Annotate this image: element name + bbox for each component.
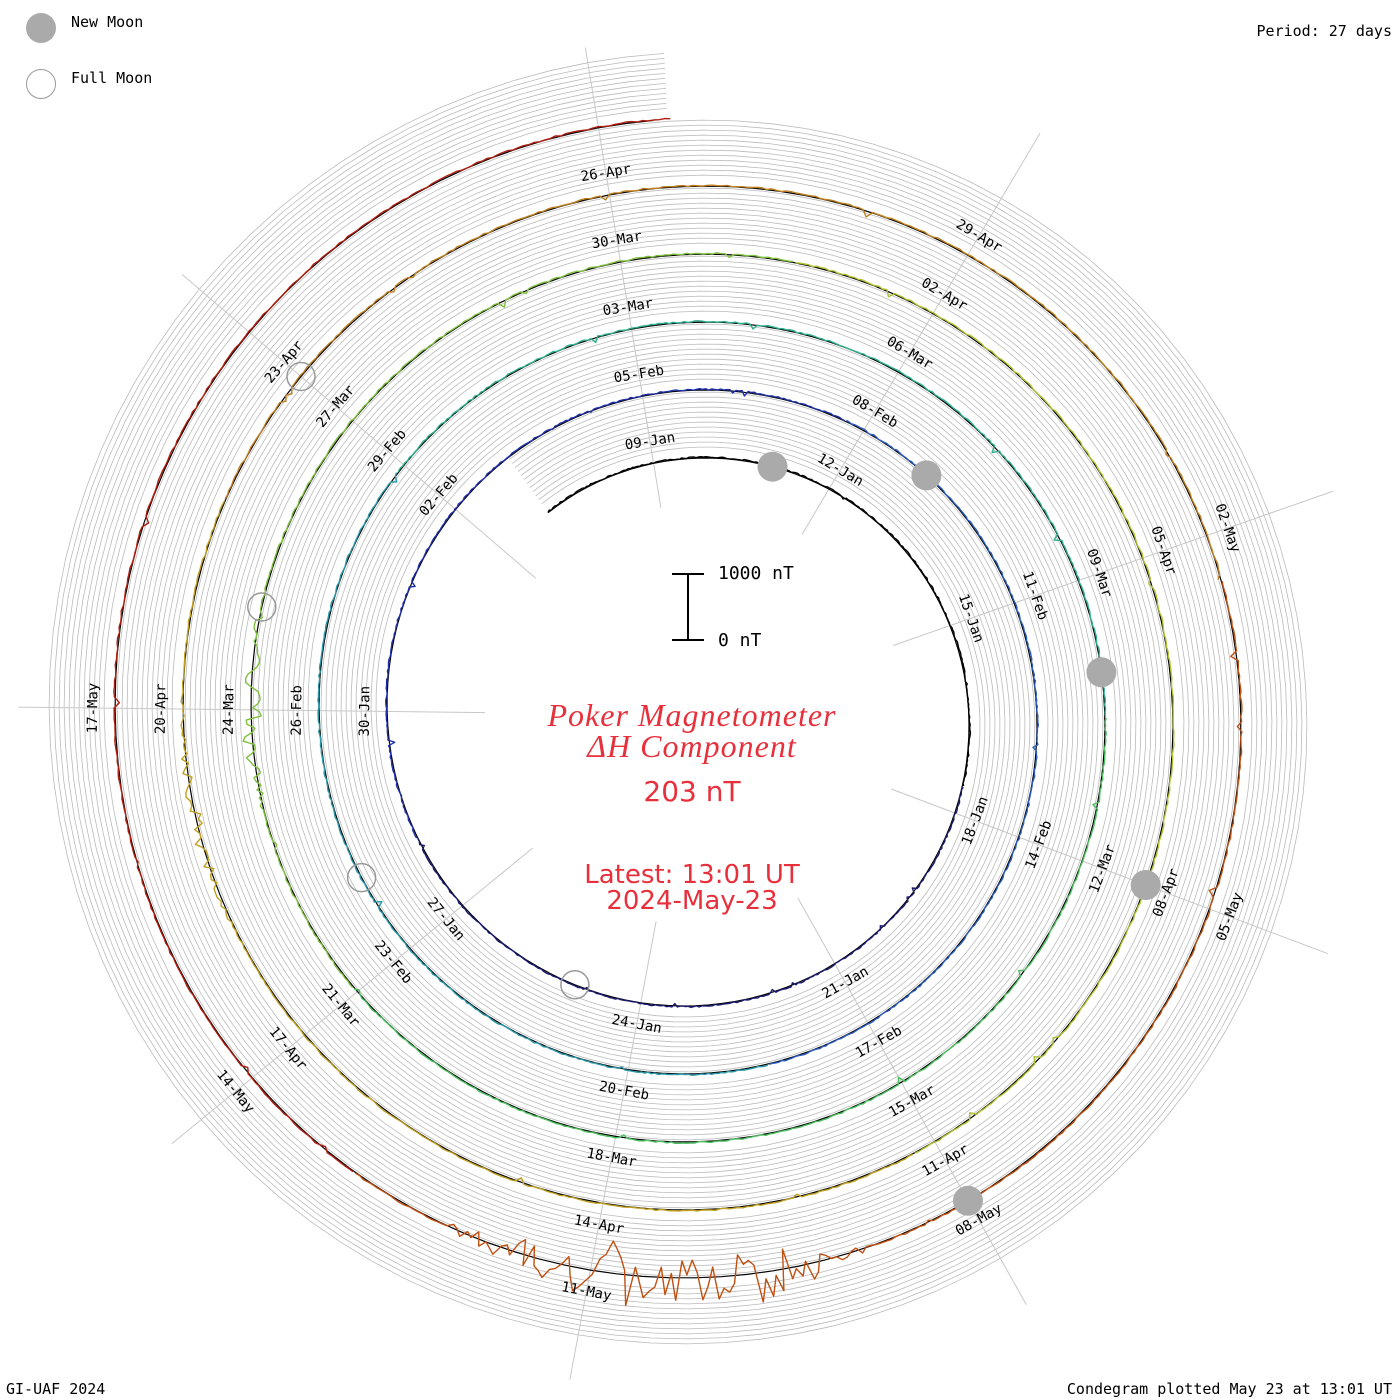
scale-bottom-label: 0 nT bbox=[718, 630, 762, 651]
legend-full-moon-label: Full Moon bbox=[71, 69, 153, 87]
grid-ring bbox=[63, 68, 1293, 1330]
trace-segment bbox=[795, 262, 1175, 1154]
date-spoke bbox=[891, 788, 1329, 955]
date-label: 09-Mar bbox=[1083, 547, 1115, 600]
date-spoke bbox=[181, 273, 537, 579]
trace-segment bbox=[180, 500, 914, 1212]
full-moon-marker bbox=[247, 592, 277, 622]
date-label: 02-May bbox=[1211, 502, 1243, 555]
date-spoke bbox=[797, 897, 1027, 1305]
legend-full-moon: Full Moon bbox=[26, 69, 152, 99]
date-label: 11-Feb bbox=[1019, 569, 1051, 622]
date-spoke bbox=[801, 132, 1041, 535]
new-moon-marker bbox=[911, 460, 942, 491]
date-label: 20-Apr bbox=[153, 683, 170, 734]
trace-segment bbox=[317, 472, 768, 1076]
full-moon-marker bbox=[286, 361, 316, 392]
new-moon-icon bbox=[26, 13, 56, 43]
trace-segment bbox=[417, 786, 964, 1009]
date-label: 27-Mar bbox=[313, 382, 358, 431]
period-label: Period: 27 days bbox=[1256, 22, 1392, 40]
full-moon-marker bbox=[560, 970, 590, 1000]
grid-ring bbox=[48, 53, 1308, 1345]
date-label: 15-Jan bbox=[955, 592, 987, 645]
date-label: 05-Apr bbox=[1147, 524, 1179, 577]
trace-segment bbox=[224, 184, 1221, 580]
date-spoke bbox=[18, 706, 486, 714]
grid-ring bbox=[73, 78, 1283, 1320]
trace-segment bbox=[385, 388, 845, 839]
date-label: 24-Mar bbox=[221, 684, 238, 735]
grid-rings bbox=[48, 53, 1308, 1345]
trace-segment bbox=[768, 419, 1039, 1065]
current-value: 203 nT bbox=[643, 775, 741, 808]
grid-ring bbox=[88, 93, 1268, 1305]
legend-new-moon: New Moon bbox=[26, 13, 143, 43]
date-spoke bbox=[584, 47, 662, 508]
full-moon-icon bbox=[26, 69, 56, 99]
date-label: 26-Feb bbox=[289, 685, 306, 736]
grid-ring bbox=[68, 73, 1288, 1325]
full-moon-marker bbox=[346, 862, 377, 893]
grid-ring bbox=[103, 108, 1253, 1290]
trace-segment bbox=[547, 456, 972, 787]
plotted-label: Condegram plotted May 23 at 13:01 UT bbox=[1066, 1380, 1392, 1398]
date-label: 02-Feb bbox=[416, 471, 461, 520]
date-spoke bbox=[569, 921, 657, 1380]
trace-segment bbox=[397, 320, 1107, 717]
latest-date: 2024-May-23 bbox=[606, 886, 778, 916]
grid-ring bbox=[78, 83, 1278, 1315]
latest-time: Latest: 13:01 UT bbox=[584, 860, 800, 890]
scale-bar bbox=[672, 573, 704, 641]
grid-ring bbox=[98, 103, 1258, 1295]
grid-ring bbox=[93, 98, 1263, 1300]
trace-segment bbox=[353, 717, 1107, 1144]
new-moon-marker bbox=[1130, 870, 1161, 900]
grid-ring bbox=[53, 58, 1303, 1340]
trace-segment bbox=[242, 252, 794, 988]
grid-ring bbox=[83, 88, 1273, 1310]
chart-title-line2: ΔH Component bbox=[587, 728, 797, 764]
date-spoke bbox=[171, 847, 533, 1145]
credit-label: GI-UAF 2024 bbox=[6, 1380, 106, 1398]
trace-segment bbox=[113, 117, 671, 1173]
grid-ring bbox=[58, 63, 1298, 1335]
date-label: 30-Jan bbox=[357, 686, 374, 737]
scale-top-label: 1000 nT bbox=[718, 563, 794, 584]
trace-segment bbox=[354, 581, 1243, 1307]
chart-title-line1: Poker Magnetometer bbox=[547, 697, 837, 733]
data-traces bbox=[113, 117, 1243, 1307]
moon-markers bbox=[247, 361, 1161, 1216]
legend-new-moon-label: New Moon bbox=[71, 13, 144, 31]
date-spoke bbox=[893, 490, 1334, 646]
new-moon-marker bbox=[953, 1185, 983, 1216]
date-label: 17-May bbox=[85, 683, 102, 734]
date-label: 29-Feb bbox=[365, 426, 410, 475]
new-moon-marker bbox=[1086, 657, 1117, 688]
date-spokes bbox=[18, 47, 1334, 1380]
new-moon-marker bbox=[757, 451, 788, 482]
